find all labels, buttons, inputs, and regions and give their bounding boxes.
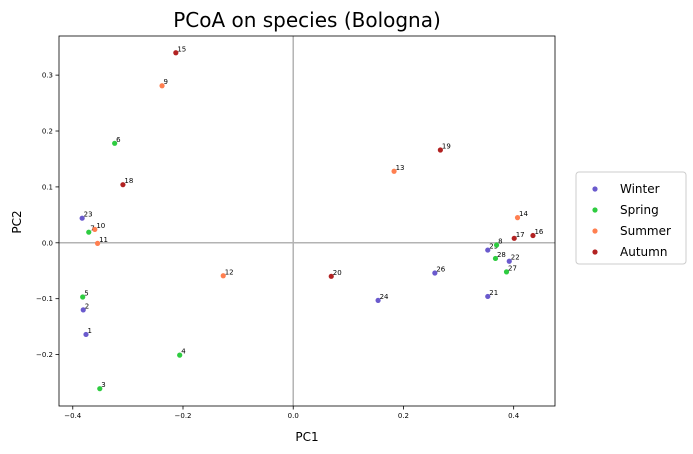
data-point-autumn-17: [511, 235, 517, 241]
point-label-8: 8: [498, 238, 502, 246]
data-points: 1223242621252234567828279101112131415181…: [79, 45, 544, 392]
point-label-22: 22: [511, 254, 520, 262]
data-point-spring-4: [177, 352, 183, 358]
point-label-23: 23: [84, 211, 93, 219]
legend-label-summer: Summer: [620, 224, 671, 238]
y-tick-label: 0.3: [42, 72, 53, 80]
point-label-3: 3: [101, 381, 105, 389]
data-point-winter-24: [375, 297, 381, 303]
data-point-autumn-20: [328, 273, 334, 279]
data-point-spring-6: [112, 140, 118, 146]
data-point-summer-9: [159, 83, 165, 89]
point-label-18: 18: [124, 177, 133, 185]
point-label-17: 17: [516, 231, 525, 239]
data-point-autumn-18: [120, 182, 126, 188]
legend-label-spring: Spring: [620, 203, 659, 217]
data-point-winter-26: [432, 270, 438, 276]
point-label-5: 5: [84, 290, 88, 298]
plot-frame: [58, 35, 556, 407]
point-label-25: 25: [489, 243, 498, 251]
point-label-26: 26: [436, 265, 445, 273]
point-label-6: 6: [116, 136, 121, 144]
point-label-1: 1: [88, 327, 92, 335]
point-label-10: 10: [96, 222, 105, 230]
point-label-14: 14: [519, 210, 528, 218]
data-point-winter-25: [485, 247, 491, 253]
data-point-winter-22: [506, 258, 512, 264]
legend-box: [575, 171, 687, 265]
data-point-spring-5: [80, 294, 86, 300]
y-tick-label: 0.1: [42, 183, 53, 191]
point-label-21: 21: [489, 289, 498, 297]
data-point-spring-8: [493, 242, 500, 248]
x-axis-label: PC1: [295, 430, 318, 444]
data-point-summer-13: [391, 168, 397, 174]
legend-marker-winter: [592, 186, 598, 192]
data-point-summer-14: [514, 215, 521, 221]
x-tick-label: −0.4: [64, 412, 82, 420]
plot-area: [58, 35, 556, 407]
data-point-winter-21: [485, 293, 491, 300]
point-label-13: 13: [396, 164, 405, 172]
data-point-autumn-15: [173, 50, 179, 56]
point-label-4: 4: [181, 348, 186, 356]
data-point-summer-11: [94, 240, 101, 246]
axis-ticks: −0.4 −0.2 0.0 0.2 0.4 −0.2 −0.1 0.0 0.1 0.2 0.3: [36, 72, 520, 420]
point-label-24: 24: [380, 293, 389, 301]
data-point-summer-12: [220, 273, 226, 279]
y-tick-label: 0.0: [42, 239, 53, 247]
point-label-27: 27: [508, 264, 517, 272]
data-point-winter-1: [83, 331, 89, 338]
point-label-12: 12: [225, 268, 234, 276]
data-point-autumn-16: [530, 232, 536, 239]
legend-marker-autumn: [592, 249, 598, 255]
data-point-spring-27: [503, 269, 510, 275]
legend-marker-summer: [592, 228, 598, 234]
point-label-2: 2: [85, 302, 89, 310]
legend: Winter Spring Summer Autumn: [575, 171, 687, 265]
data-point-winter-23: [79, 215, 85, 221]
point-label-16: 16: [534, 228, 543, 236]
plot-background: [59, 36, 555, 406]
point-label-11: 11: [99, 236, 108, 244]
x-tick-label: −0.2: [175, 412, 192, 420]
y-tick-label: −0.2: [36, 351, 53, 359]
x-tick-label: 0.2: [398, 412, 409, 420]
y-tick-label: −0.1: [36, 295, 53, 303]
data-point-summer-10: [92, 226, 98, 232]
point-label-9: 9: [164, 78, 168, 86]
y-tick-label: 0.2: [42, 128, 53, 136]
data-point-spring-3: [97, 386, 103, 392]
legend-label-autumn: Autumn: [620, 245, 667, 259]
data-point-spring-28: [492, 255, 499, 262]
legend-marker-spring: [592, 207, 598, 213]
point-label-15: 15: [177, 45, 186, 53]
x-tick-label: 0.4: [508, 412, 520, 420]
x-tick-label: 0.0: [288, 412, 299, 420]
point-label-28: 28: [497, 251, 506, 259]
legend-label-winter: Winter: [620, 182, 660, 196]
chart-title: PCoA on species (Bologna): [173, 8, 441, 32]
y-axis-label: PC2: [10, 210, 24, 233]
data-point-spring-7: [86, 229, 92, 235]
point-label-20: 20: [333, 269, 342, 277]
point-label-19: 19: [442, 143, 451, 151]
data-point-autumn-19: [437, 147, 443, 153]
data-point-winter-2: [80, 307, 86, 313]
